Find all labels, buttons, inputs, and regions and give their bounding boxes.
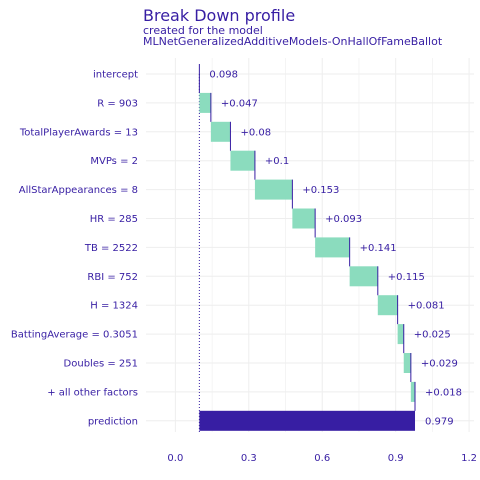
- x-tick-label: 1.2: [461, 453, 477, 464]
- bar-positive: [210, 121, 231, 142]
- grid: [146, 58, 474, 432]
- value-label: +0.047: [221, 98, 258, 109]
- value-label: +0.1: [265, 156, 289, 167]
- row-label: MVPs = 2: [90, 156, 138, 167]
- bar-positive: [403, 353, 411, 373]
- bar-positive: [377, 295, 398, 316]
- bar-positive: [230, 150, 255, 171]
- row-label: TotalPlayerAwards = 13: [19, 127, 138, 138]
- x-tick-label: 0.3: [241, 453, 257, 464]
- value-label: +0.115: [388, 272, 425, 283]
- x-tick-label: 0.6: [314, 453, 330, 464]
- bar-positive: [199, 92, 211, 113]
- row-label: AllStarAppearances = 8: [19, 185, 138, 196]
- row-label: intercept: [93, 70, 138, 81]
- bar-positive: [292, 208, 316, 229]
- chart-subtitle-line1: created for the model: [143, 24, 263, 37]
- value-label: +0.141: [360, 243, 397, 254]
- chart-subtitle-line2: MLNetGeneralizedAdditiveModels-OnHallOfF…: [143, 35, 443, 48]
- bar-positive: [315, 237, 350, 258]
- row-label: RBI = 752: [87, 272, 138, 283]
- row-label: H = 1324: [90, 301, 138, 312]
- bar-positive: [410, 381, 416, 402]
- row-label: R = 903: [97, 98, 138, 109]
- value-label: +0.029: [421, 359, 458, 370]
- bars: [198, 64, 416, 433]
- x-tick-label: 0.9: [388, 453, 404, 464]
- row-label: BattingAverage = 0.3051: [11, 330, 138, 341]
- row-labels: intercept 0.098 R = 903 +0.047 TotalPlayerAw…: [11, 70, 462, 428]
- value-label: +0.093: [325, 214, 362, 225]
- x-axis-ticks: 0.0 0.3 0.6 0.9 1.2: [167, 453, 477, 464]
- row-label: TB = 2522: [84, 243, 138, 254]
- row-label: Doubles = 251: [64, 359, 138, 370]
- bar-positive: [397, 324, 404, 345]
- value-label: +0.08: [240, 127, 271, 138]
- bar-positive: [254, 179, 293, 200]
- value-label: +0.018: [425, 387, 462, 398]
- row-label: HR = 285: [90, 214, 138, 225]
- bar-positive: [349, 266, 378, 287]
- row-label: + all other factors: [47, 387, 138, 398]
- row-label: prediction: [88, 416, 138, 427]
- chart-title: Break Down profile: [143, 6, 295, 25]
- value-label: +0.025: [414, 330, 451, 341]
- x-tick-label: 0.0: [167, 453, 183, 464]
- value-label: +0.153: [302, 185, 339, 196]
- value-label: 0.098: [209, 70, 238, 81]
- bar-prediction: [199, 410, 416, 431]
- value-label: +0.081: [408, 301, 445, 312]
- value-label: 0.979: [425, 416, 454, 427]
